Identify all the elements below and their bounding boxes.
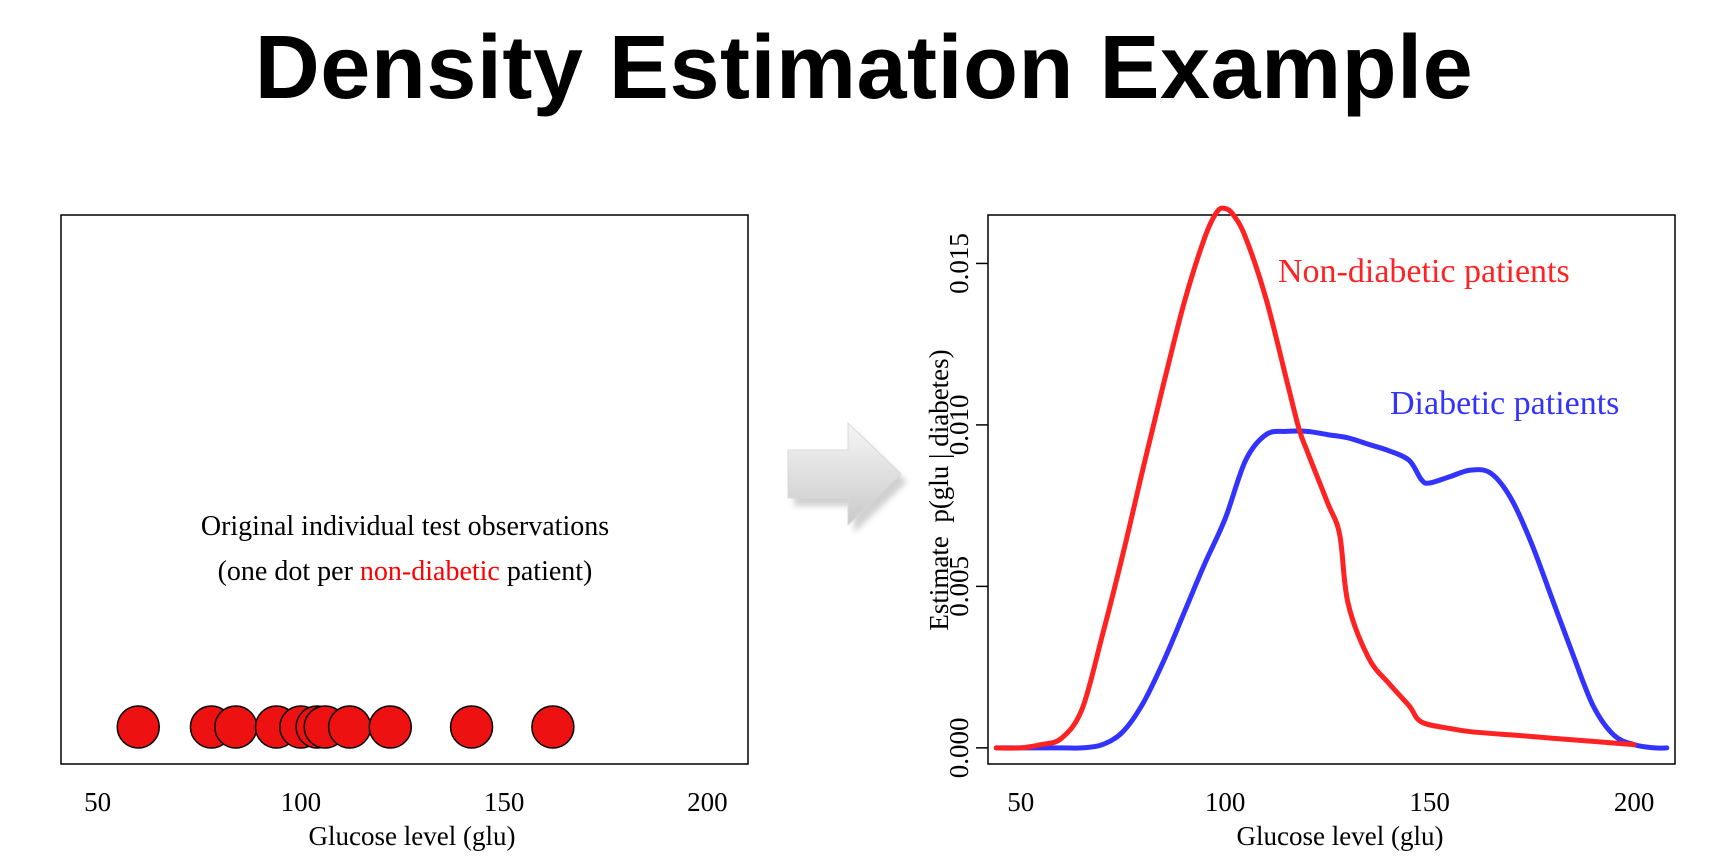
y-axis-label: Estimate p(glu | diabetes): [924, 349, 954, 630]
annotation-line: (one dot per non-diabetic patient): [218, 556, 593, 587]
x-tick-label: 200: [1614, 787, 1655, 817]
slide-title: Density Estimation Example: [254, 18, 1474, 118]
annotation-segment: patient): [500, 556, 593, 587]
annotation-block: Original individual test observations (on…: [201, 511, 609, 587]
x-tick-label: 150: [1409, 787, 1450, 817]
non-diabetic-series-label: Non-diabetic patients: [1278, 253, 1570, 290]
x-axis-label: Glucose level (glu): [1237, 821, 1444, 851]
annotation-segment: non-diabetic: [360, 556, 500, 587]
non-diabetic-density-line: [993, 205, 1637, 751]
x-tick-label: 100: [281, 787, 322, 817]
x-tick-label: 50: [1007, 787, 1034, 817]
point-group: [116, 705, 575, 749]
data-point: [116, 705, 160, 749]
x-axis-tick-labels: 50 100 150 200: [1007, 787, 1654, 817]
data-point: [449, 705, 494, 749]
x-tick-label: 150: [484, 787, 525, 817]
series-lines: [993, 205, 1670, 751]
series-labels: Non-diabetic patients Diabetic patients: [1278, 253, 1619, 422]
x-axis-label: Glucose level (glu): [309, 821, 516, 851]
y-axis: 0.000 0.005 0.010 0.015: [944, 233, 988, 778]
y-tick-label: 0.005: [944, 556, 974, 617]
data-point: [531, 705, 575, 749]
diabetic-series-label: Diabetic patients: [1390, 385, 1619, 422]
x-tick-label: 50: [84, 787, 111, 817]
annotation-segment: Original individual test observations: [201, 511, 609, 542]
plot-frame: [60, 214, 749, 765]
data-point: [368, 705, 413, 749]
x-axis-tick-labels: 50 100 150 200: [84, 787, 728, 817]
y-tick-label: 0.010: [944, 395, 974, 456]
diabetic-density-line: [993, 428, 1670, 751]
x-tick-label: 200: [687, 787, 728, 817]
annotation-segment: (one dot per: [218, 556, 360, 587]
y-tick-label: 0.000: [944, 717, 974, 778]
y-tick-label: 0.015: [944, 233, 974, 294]
plot-frame: [987, 214, 1676, 765]
annotation-line: Original individual test observations: [201, 511, 609, 542]
x-tick-label: 100: [1205, 787, 1246, 817]
